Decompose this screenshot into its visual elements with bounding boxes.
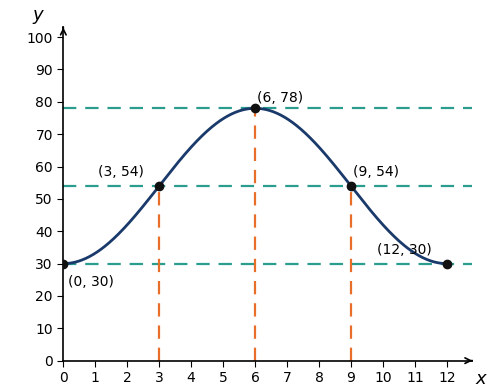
Text: (9, 54): (9, 54) [353, 165, 398, 180]
Text: (12, 30): (12, 30) [376, 243, 431, 257]
Text: y: y [33, 6, 43, 24]
Text: x: x [476, 370, 486, 388]
Text: (0, 30): (0, 30) [68, 276, 114, 289]
Text: (3, 54): (3, 54) [98, 165, 144, 180]
Text: (6, 78): (6, 78) [257, 91, 303, 105]
